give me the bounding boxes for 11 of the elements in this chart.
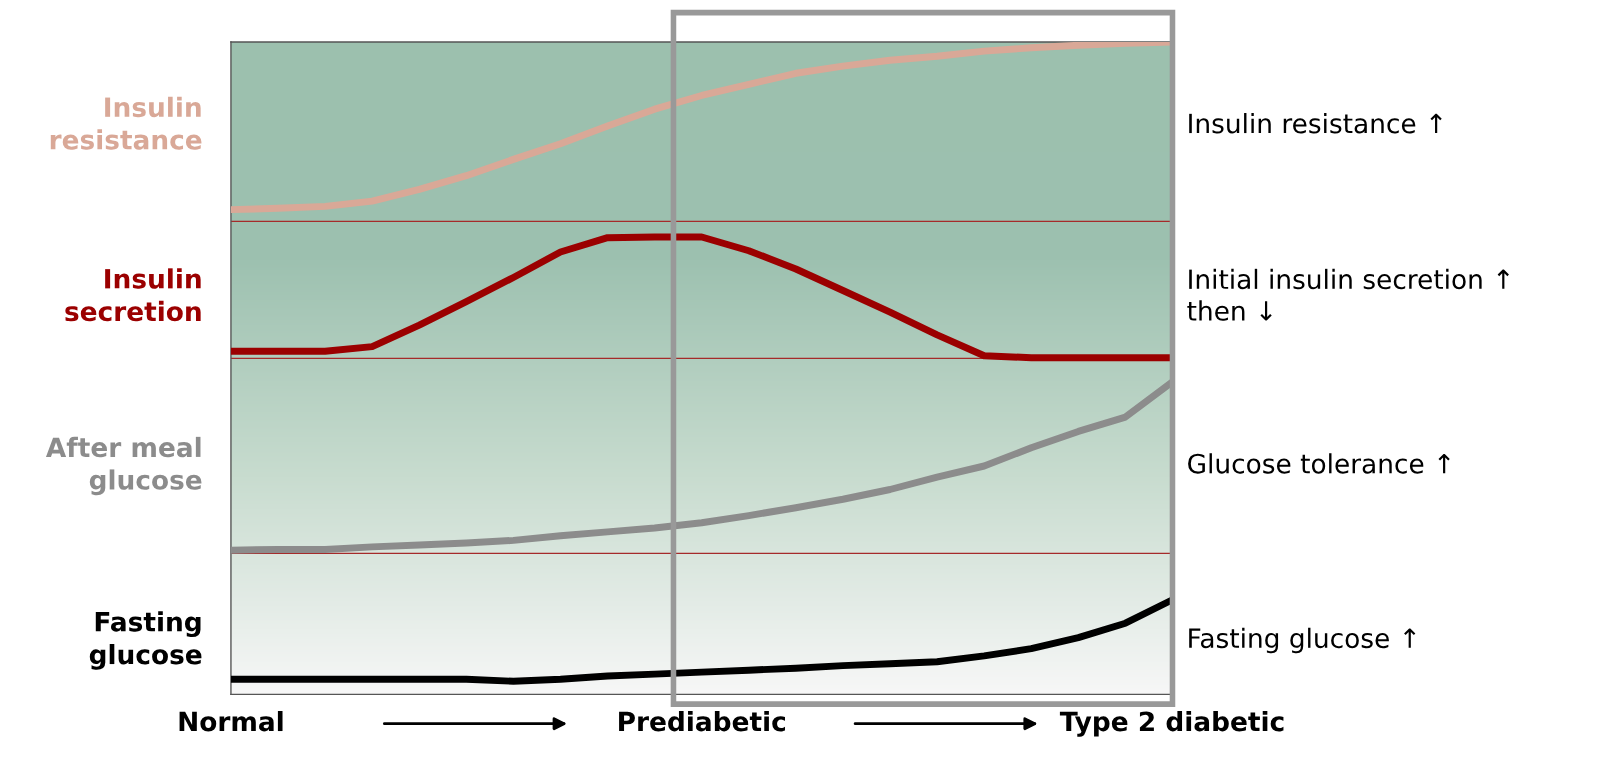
x-tick-label: Normal — [179, 711, 283, 732]
text: Insulin resistance — [50, 96, 202, 150]
text: Glucose tolerance ↑ — [1188, 453, 1450, 474]
x-tick-label: Type 2 diabetic — [1059, 711, 1284, 737]
series-label: Insulin secretion — [65, 268, 201, 322]
text: Initial insulin secretion ↑ then ↓ — [1187, 268, 1509, 321]
text: Insulin resistance ↑ — [1189, 113, 1442, 134]
text: Fasting glucose ↑ — [1189, 627, 1416, 654]
text: After meal glucose — [45, 436, 202, 496]
x-tick-label: Prediabetic — [619, 711, 785, 732]
series-label: Fasting glucose — [89, 611, 202, 670]
